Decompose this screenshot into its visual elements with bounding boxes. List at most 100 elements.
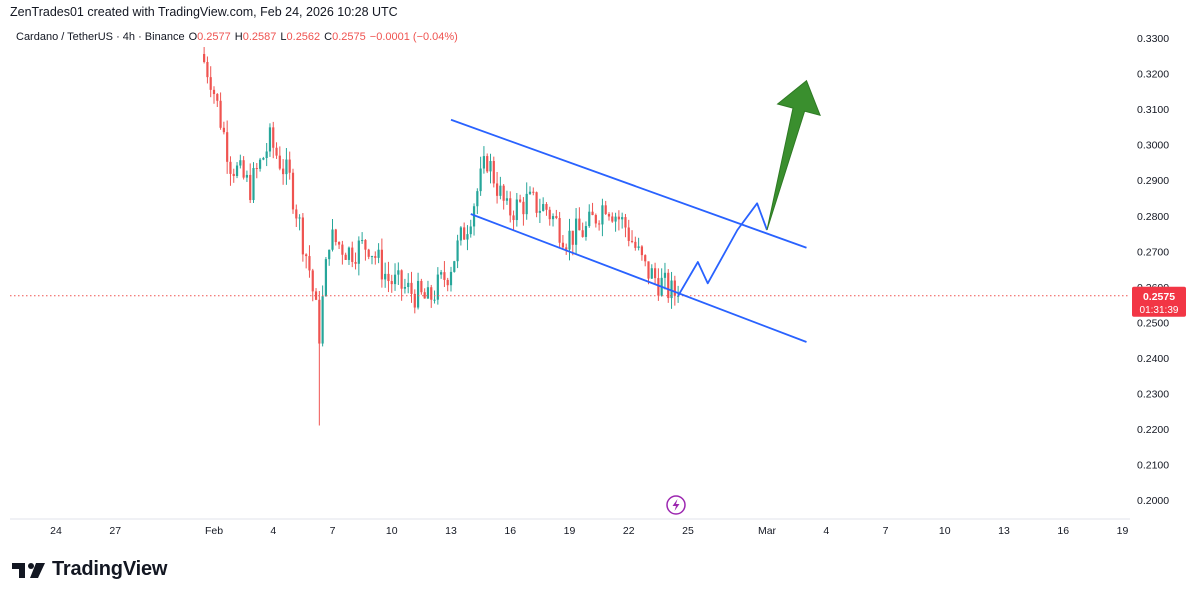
tradingview-logo-icon [12,562,45,578]
candle-body [341,244,344,255]
candle-body [416,280,420,308]
candle-body [245,174,249,178]
candle-body [311,270,314,292]
candle-body [644,255,647,262]
candle-body [640,246,644,256]
candle-body [374,256,377,258]
candle-body [219,100,222,128]
time-tick-label: 27 [109,525,121,537]
candle-body [397,270,400,275]
candle-body [252,168,255,201]
candles-layer [10,47,1130,426]
candle-body [535,192,538,213]
low-value: 0.2562 [286,31,321,43]
candle-body [357,240,360,264]
candle-body [472,206,476,227]
candle-body [390,281,393,285]
candle-body [565,247,568,250]
candle-body [229,161,232,174]
projection-path[interactable] [677,202,768,297]
time-tick-label: 16 [504,525,516,537]
candle-body [545,204,548,210]
candle-body [512,215,515,221]
candle-body [571,230,574,245]
candle-body [239,160,242,166]
price-tick-label: 0.2500 [1137,317,1169,329]
candle-body [262,158,265,160]
time-tick-label: 4 [270,525,276,537]
lightning-icon[interactable] [666,495,686,515]
candle-body [334,229,337,243]
candle-body [509,198,512,216]
candle-body [528,191,532,194]
candle-body [258,159,262,169]
candle-body [413,293,416,308]
candle-body [519,199,522,202]
last-price-tag: 0.2575 01:31:39 [1132,286,1186,317]
bullish-arrow[interactable] [766,79,821,231]
close-value: 0.2575 [332,31,366,43]
price-tick-label: 0.2700 [1137,246,1169,258]
candle-body [216,94,219,101]
candle-body [479,168,482,192]
candle-body [337,242,341,245]
time-tick-label: 7 [883,525,889,537]
price-tick-label: 0.3300 [1137,33,1169,45]
candle-body [423,292,426,299]
candle-body [384,273,387,280]
price-axis[interactable]: 0.3300 0.3200 0.3100 0.3000 0.2900 0.2800 0.27… [1137,33,1169,507]
candle-body [308,256,311,271]
price-tick-label: 0.2800 [1137,211,1169,223]
candle-body [532,191,535,193]
symbol-name[interactable]: Cardano / TetherUS · 4h · Binance [16,31,185,43]
candle-body [588,211,591,227]
candle-body [581,230,584,237]
candle-body [673,280,676,296]
candle-body [407,282,410,288]
candle-body [574,218,578,245]
candle-body [268,127,272,152]
open-value: 0.2577 [197,31,231,43]
drawings-layer [450,79,821,343]
symbol-legend: Cardano / TetherUS · 4h · Binance O 0.257… [16,31,462,43]
candle-body [314,291,318,300]
candle-body [449,271,453,286]
price-tick-label: 0.2900 [1137,175,1169,187]
price-tick-label: 0.3000 [1137,140,1169,152]
candle-body [584,226,588,237]
last-price-value: 0.2575 [1143,291,1175,303]
candle-body [433,299,436,301]
time-tick-label: 25 [682,525,694,537]
tradingview-brand[interactable]: TradingView [12,558,167,581]
time-axis[interactable]: 24 27 Feb 4 7 10 13 16 19 22 25 Mar 4 7 10 13 16 19 [10,518,1130,537]
channel-upper-trendline[interactable] [450,118,807,249]
price-tick-label: 0.2200 [1137,424,1169,436]
candle-body [522,201,525,215]
time-tick-label: 24 [50,525,62,537]
candle-body [466,234,469,240]
time-tick-label: 22 [623,525,635,537]
candle-body [555,216,558,219]
candle-body [489,161,492,172]
candle-body [298,217,301,219]
candle-body [492,161,495,184]
candle-body [331,229,334,250]
channel-lower-trendline[interactable] [470,213,807,343]
time-tick-label: 10 [386,525,398,537]
candle-body [607,213,611,217]
candle-body [235,165,239,176]
candle-body [463,227,466,240]
candle-body [591,211,594,216]
candle-body [630,240,634,242]
candle-body [663,272,667,278]
candle-body [321,296,324,344]
chart-attribution: ZenTrades01 created with TradingView.com… [10,5,398,19]
candle-body [209,77,212,90]
candle-body [285,159,288,175]
candle-body [387,273,390,282]
close-label: C [324,31,333,43]
candle-body [647,261,650,279]
candle-body [288,159,291,173]
candle-body [453,261,456,272]
